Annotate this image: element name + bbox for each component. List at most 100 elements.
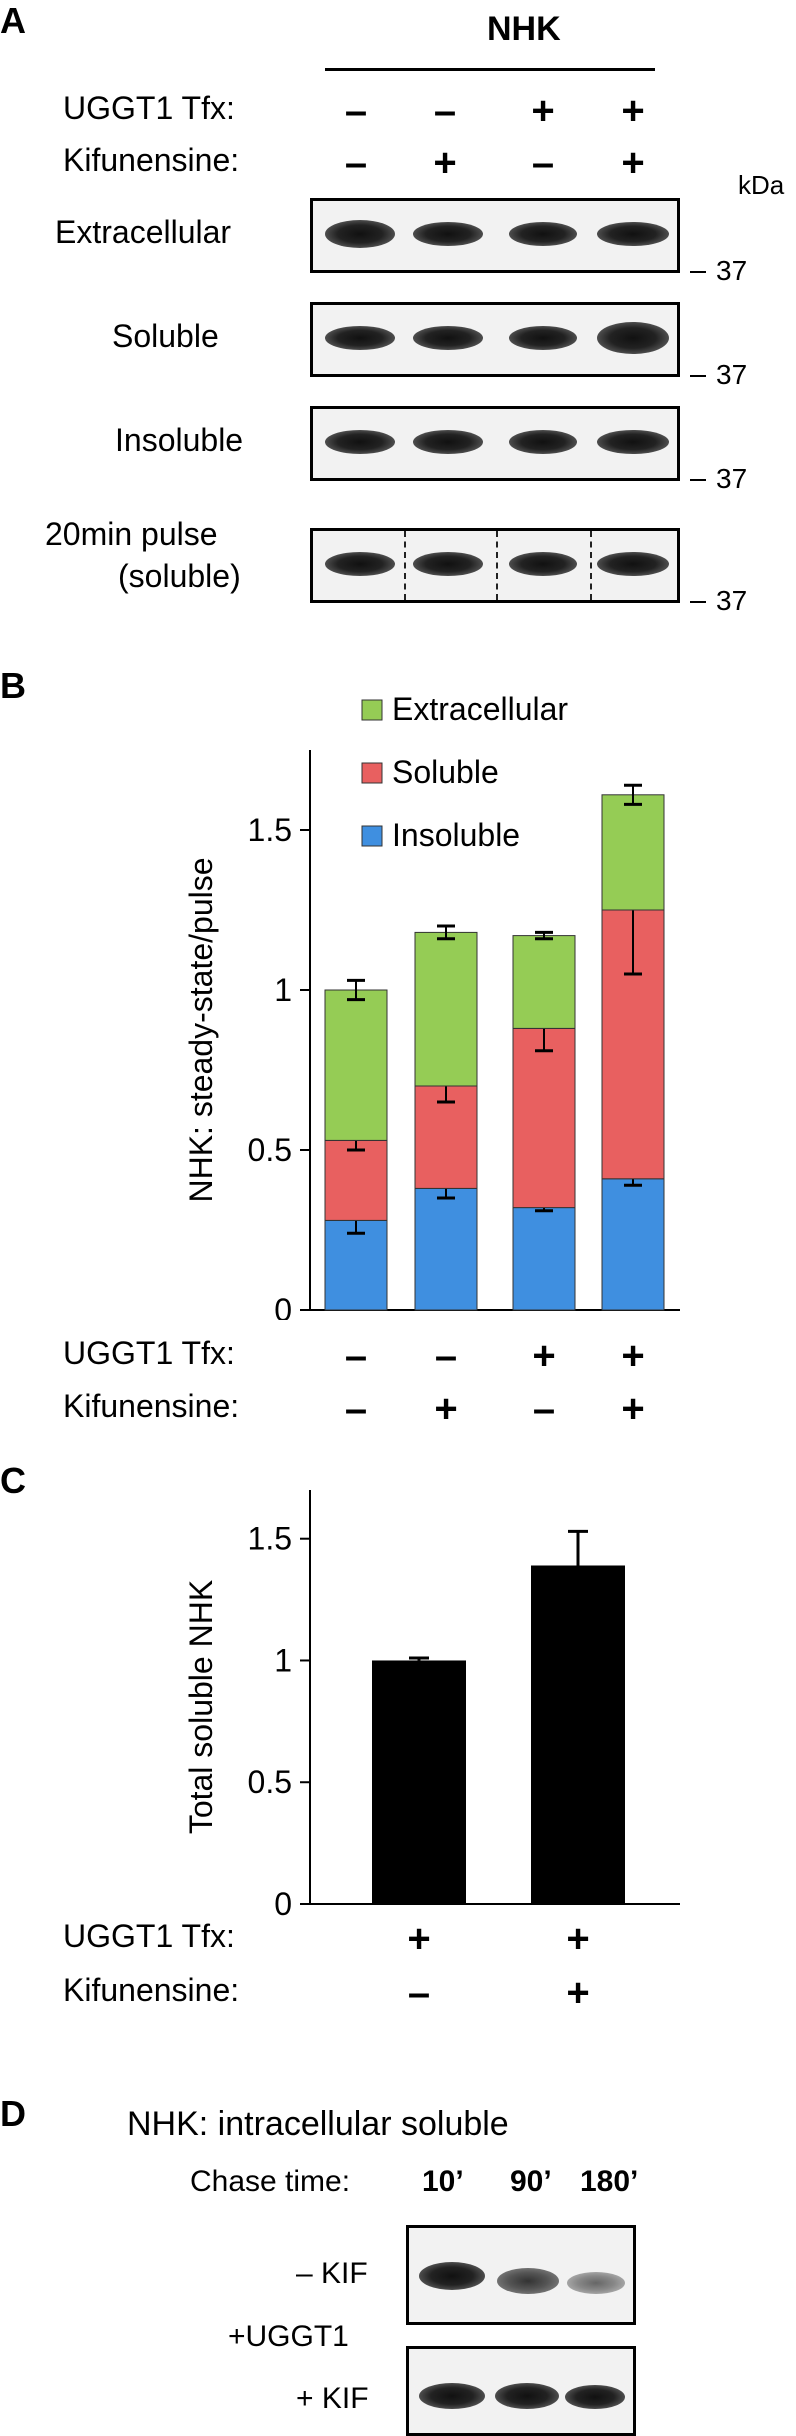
bar-soluble-1	[324, 1139, 388, 1221]
panel-b-uggt1-sign-1: –	[344, 1334, 368, 1378]
panel-b-uggt1-sign-4: +	[621, 1334, 645, 1378]
panel-a-mw-1: 37	[716, 255, 748, 286]
band	[509, 551, 577, 576]
panel-a-kif-sign-3: –	[531, 141, 555, 185]
legend-swatch-soluble	[361, 762, 383, 784]
panel-d-plus-kif-label: + KIF	[296, 2382, 369, 2415]
y-tick-label: 1.5	[248, 812, 292, 848]
bar-extracellular-4	[601, 794, 665, 911]
y-tick-label: 0.5	[248, 1132, 292, 1168]
panel-b-kif-sign-3: –	[532, 1387, 556, 1431]
panel-a-kda-label: kDa	[738, 170, 785, 200]
band	[597, 429, 669, 454]
band	[509, 325, 577, 350]
bar-insoluble-4	[601, 1178, 665, 1311]
panel-a-blot-label-4-sub: (soluble)	[118, 558, 241, 594]
band	[325, 219, 395, 248]
panel-a-blot-3	[310, 406, 680, 481]
bar-extracellular-1	[324, 989, 388, 1141]
bar-insoluble-2	[414, 1187, 478, 1311]
bar-soluble-3	[512, 1027, 576, 1209]
bar-1	[372, 1660, 466, 1904]
band	[567, 2272, 625, 2294]
panel-b-kif-sign-1: –	[344, 1387, 368, 1431]
panel-d-time-90: 90’	[510, 2165, 552, 2198]
panel-b-uggt1-sign-3: +	[532, 1334, 556, 1378]
band	[413, 429, 483, 454]
panel-d-time-180: 180’	[580, 2165, 639, 2198]
panel-c-chart: 0 0.5 1 1.5 Total soluble NHK	[183, 1490, 680, 1922]
panel-d-chase-label: Chase time:	[190, 2165, 351, 2198]
panel-d-blot-minus-kif	[406, 2225, 636, 2325]
panel-a-blot-label-4: 20min pulse	[45, 516, 218, 552]
band	[419, 2262, 485, 2290]
band	[325, 551, 395, 576]
band	[597, 221, 669, 246]
panel-c-uggt1-sign-2: +	[566, 1917, 590, 1961]
panel-d-blot-plus-kif	[406, 2346, 636, 2436]
panel-a-title: NHK	[487, 10, 561, 48]
panel-b-kif-sign-2: +	[434, 1387, 458, 1431]
bar-extracellular-3	[512, 935, 576, 1029]
panel-a-uggt1-label: UGGT1 Tfx:	[63, 90, 235, 126]
legend-label-extracellular: Extracellular	[392, 691, 568, 727]
panel-a-uggt1-sign-3: +	[531, 89, 555, 133]
panel-a-mw-4: 37	[716, 585, 748, 616]
y-tick-label: 0	[274, 1886, 292, 1922]
panel-d-uggt1-label: +UGGT1	[228, 2320, 349, 2353]
band	[495, 2383, 559, 2409]
panel-a-uggt1-sign-2: –	[433, 89, 457, 133]
band	[565, 2385, 625, 2409]
panel-c-uggt1-sign-1: +	[407, 1917, 431, 1961]
band	[325, 325, 395, 350]
panel-c-kif-sign-1: –	[407, 1971, 431, 2015]
panel-a-uggt1-sign-4: +	[621, 89, 645, 133]
panel-b-kif-sign-4: +	[621, 1387, 645, 1431]
panel-a-uggt1-sign-1: –	[344, 89, 368, 133]
y-tick-label: 1	[274, 972, 292, 1008]
lane-divider	[404, 531, 406, 600]
panel-b-kif-label: Kifunensine:	[63, 1388, 240, 1424]
y-tick-label: 0	[274, 1292, 292, 1320]
mw-tick	[690, 375, 706, 377]
legend-swatch-insoluble	[361, 825, 383, 847]
y-axis-label: NHK: steady-state/pulse	[183, 857, 219, 1202]
y-tick-label: 1.5	[248, 1521, 292, 1557]
band	[413, 551, 483, 576]
band	[497, 2268, 559, 2294]
panel-c-letter: C	[0, 1460, 26, 1501]
panel-a-kif-sign-2: +	[433, 141, 457, 185]
panel-b-uggt1-sign-2: –	[434, 1334, 458, 1378]
legend-label-soluble: Soluble	[392, 754, 499, 790]
lane-divider	[590, 531, 592, 600]
band	[413, 221, 483, 246]
panel-d-title: NHK: intracellular soluble	[127, 2105, 509, 2143]
panel-d-time-10: 10’	[422, 2165, 464, 2198]
panel-a-kif-sign-4: +	[621, 141, 645, 185]
band	[597, 321, 669, 354]
panel-a-letter: A	[0, 0, 26, 41]
panel-b-letter: B	[0, 665, 26, 706]
panel-a-blot-label-3: Insoluble	[115, 422, 244, 458]
band	[597, 551, 669, 576]
panel-a-kif-label: Kifunensine:	[63, 142, 240, 178]
panel-c-kif-sign-2: +	[566, 1971, 590, 2015]
band	[419, 2383, 485, 2409]
mw-tick	[690, 271, 706, 273]
band	[325, 429, 395, 454]
panel-b-chart: 0 0.5 1 1.5 NHK: steady-state/pulse Extracell…	[183, 691, 680, 1320]
band	[509, 221, 577, 246]
panel-d-minus-kif-label: – KIF	[296, 2257, 368, 2290]
y-axis-label: Total soluble NHK	[183, 1580, 219, 1834]
panel-a-blot-1	[310, 198, 680, 273]
panel-a-blot-label-1: Extracellular	[55, 214, 232, 250]
mw-tick	[690, 479, 706, 481]
band	[509, 429, 577, 454]
panel-a-mw-2: 37	[716, 359, 748, 390]
panel-a-blot-label-2: Soluble	[112, 318, 219, 354]
panel-a-blot-2	[310, 302, 680, 377]
panel-c-kif-label: Kifunensine:	[63, 1972, 240, 2008]
panel-a-mw-3: 37	[716, 463, 748, 494]
bar-insoluble-1	[324, 1219, 388, 1311]
panel-a-blot-4	[310, 528, 680, 603]
